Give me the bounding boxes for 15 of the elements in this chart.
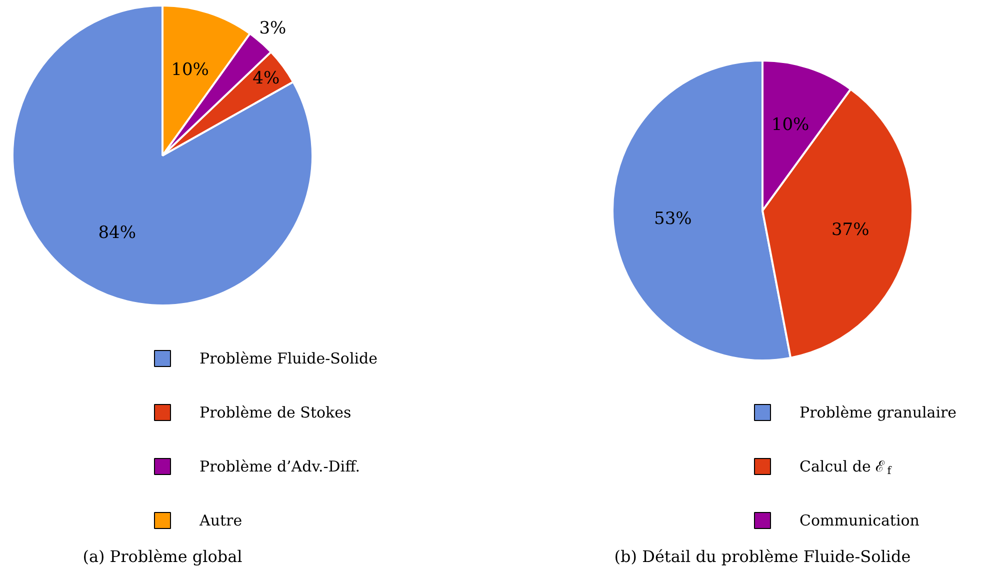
legend-label: Problème de Stokes: [200, 404, 352, 422]
data-label: 53%: [654, 208, 692, 229]
text: (a) Problème global: [82, 547, 242, 566]
data-label: 84%: [98, 223, 136, 244]
data-label: 37%: [831, 220, 870, 240]
data-label: 4%: [252, 68, 280, 89]
legend-label: Autre: [198, 512, 242, 530]
legend-label: Communication: [800, 512, 920, 530]
legend-label: Problème Fluide-Solide: [200, 350, 378, 368]
legend-label: Problème granulaire: [800, 404, 957, 422]
data-label: 10%: [171, 60, 209, 80]
data-label: 3%: [259, 18, 286, 39]
data-label: 10%: [771, 114, 810, 135]
text: (b) Détail du problème Fluide-Solide: [614, 547, 911, 566]
legend-label: Problème d’Adv.-Diff.: [200, 458, 360, 476]
